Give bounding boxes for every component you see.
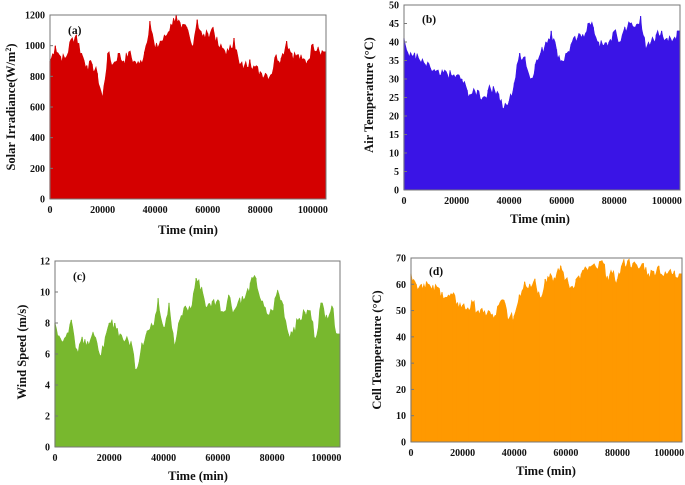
panel-c-ytick-label: 10 bbox=[40, 288, 50, 299]
panel-b-yticks: 0 5 10 15 20 25 30 35 40 45 50 bbox=[389, 1, 407, 197]
panel-c-ylabel: Wind Speed (m/s) bbox=[15, 305, 29, 400]
panel-a-xtick-label: 100000 bbox=[298, 205, 328, 216]
panel-c-xtick-label: 100000 bbox=[311, 453, 341, 464]
panel-b-ytick-label: 5 bbox=[394, 167, 399, 178]
panel-c-xtick-label: 20000 bbox=[97, 453, 122, 464]
panel-a-ytick-label: 200 bbox=[30, 164, 45, 175]
panel-a-xtick-label: 0 bbox=[48, 205, 53, 216]
panel-c: 0 2 4 6 8 10 12 0 20000 40000 60000 80000 100000 (c… bbox=[15, 257, 341, 484]
panel-b-ytick-label: 40 bbox=[389, 38, 399, 49]
panel-c-xtick-label: 40000 bbox=[151, 453, 176, 464]
panel-d-label: (d) bbox=[429, 266, 443, 278]
panel-d-ytick-label: 20 bbox=[396, 385, 406, 396]
panel-d-xtick-label: 40000 bbox=[502, 448, 527, 459]
panel-b-xtick-label: 20000 bbox=[444, 196, 469, 207]
panel-b-xtick-label: 80000 bbox=[602, 196, 627, 207]
panel-c-marks bbox=[54, 274, 341, 448]
panel-a: 0 200 400 600 800 1000 1200 0 20000 40000 60000 80… bbox=[4, 11, 328, 238]
panel-c-ytick-label: 12 bbox=[40, 257, 50, 268]
panel-b-ytick-label: 35 bbox=[389, 56, 399, 67]
panel-b: 0 5 10 15 20 25 30 35 40 45 50 0 20000 40000 60000 800… bbox=[362, 1, 682, 227]
panel-a-ytick-label: 400 bbox=[30, 133, 45, 144]
panel-d-ytick-label: 50 bbox=[396, 306, 406, 317]
panel-a-ylabel-main: Solar Irradiance(W/m bbox=[4, 51, 18, 170]
panel-c-xtick-label: 0 bbox=[53, 453, 58, 464]
panel-a-xtick-label: 20000 bbox=[90, 205, 115, 216]
panel-d-yticks: 0 10 20 30 40 50 60 70 bbox=[396, 254, 414, 449]
panel-c-yticks: 0 2 4 6 8 10 12 bbox=[40, 257, 58, 454]
panel-b-xtick-label: 60000 bbox=[549, 196, 574, 207]
panel-a-ytick-label: 0 bbox=[40, 195, 45, 206]
panel-d-xlabel: Time (min) bbox=[516, 464, 576, 478]
panel-a-xticks: 0 20000 40000 60000 80000 100000 bbox=[48, 205, 328, 216]
panel-b-label: (b) bbox=[422, 14, 436, 26]
panel-b-xticks: 0 20000 40000 60000 80000 100000 bbox=[402, 196, 682, 207]
panel-b-xlabel: Time (min) bbox=[510, 212, 570, 226]
panel-d-marks bbox=[410, 258, 683, 443]
panel-a-label: (a) bbox=[68, 25, 82, 37]
panel-b-ytick-label: 25 bbox=[389, 93, 399, 104]
panel-b-ytick-label: 30 bbox=[389, 75, 399, 86]
panel-a-xtick-label: 40000 bbox=[143, 205, 168, 216]
panel-d-area bbox=[410, 258, 683, 443]
panel-a-ytick-label: 600 bbox=[30, 103, 45, 114]
panel-d-xtick-label: 80000 bbox=[605, 448, 630, 459]
panel-d-ytick-label: 40 bbox=[396, 332, 406, 343]
panel-d-ytick-label: 60 bbox=[396, 280, 406, 291]
panel-c-ytick-label: 0 bbox=[45, 443, 50, 454]
panel-b-ytick-label: 0 bbox=[394, 186, 399, 197]
panel-a-ytick-label: 1000 bbox=[25, 41, 45, 52]
panel-b-xtick-label: 100000 bbox=[652, 196, 682, 207]
panel-d-ylabel: Cell Temperature (°C) bbox=[370, 290, 384, 409]
panel-c-ytick-label: 4 bbox=[45, 381, 50, 392]
panel-b-xtick-label: 0 bbox=[402, 196, 407, 207]
panel-b-ytick-label: 15 bbox=[389, 130, 399, 141]
panel-b-ytick-label: 45 bbox=[389, 19, 399, 30]
panel-d-frame bbox=[410, 257, 683, 443]
panel-c-xtick-label: 60000 bbox=[205, 453, 230, 464]
panel-b-ytick-label: 10 bbox=[389, 149, 399, 160]
panel-a-xtick-label: 80000 bbox=[248, 205, 273, 216]
panel-a-ytick-label: 1200 bbox=[25, 11, 45, 22]
panel-b-ytick-label: 20 bbox=[389, 112, 399, 123]
panel-c-ytick-label: 2 bbox=[45, 412, 50, 423]
panel-c-area bbox=[54, 274, 341, 448]
panel-d-xtick-label: 60000 bbox=[553, 448, 578, 459]
panel-d: 0 10 20 30 40 50 60 70 0 20000 40000 60000 80000 100… bbox=[370, 254, 684, 479]
panel-b-area bbox=[403, 16, 681, 191]
panel-a-ylabel: Solar Irradiance(W/m2) bbox=[4, 43, 18, 170]
panel-d-xticks: 0 20000 40000 60000 80000 100000 bbox=[409, 448, 685, 459]
panel-a-ytick-label: 800 bbox=[30, 72, 45, 83]
panel-c-xticks: 0 20000 40000 60000 80000 100000 bbox=[53, 453, 342, 464]
panel-a-ylabel-tail: ) bbox=[4, 43, 18, 47]
panel-d-ytick-label: 30 bbox=[396, 359, 406, 370]
panel-a-xtick-label: 60000 bbox=[195, 205, 220, 216]
panel-d-xtick-label: 0 bbox=[409, 448, 414, 459]
panel-a-yticks: 0 200 400 600 800 1000 1200 bbox=[25, 11, 53, 206]
panel-c-label: (c) bbox=[73, 271, 86, 283]
panel-c-ytick-label: 6 bbox=[45, 350, 50, 361]
panel-d-ytick-label: 70 bbox=[396, 254, 406, 265]
panel-b-marks bbox=[403, 16, 681, 191]
panel-a-marks bbox=[49, 14, 327, 200]
panel-a-area bbox=[49, 14, 327, 200]
panel-c-xlabel: Time (min) bbox=[168, 469, 228, 483]
panel-b-ytick-label: 50 bbox=[389, 1, 399, 12]
panel-c-ytick-label: 8 bbox=[45, 319, 50, 330]
panel-d-xtick-label: 100000 bbox=[654, 448, 684, 459]
panel-d-ytick-label: 0 bbox=[401, 438, 406, 449]
panel-b-xtick-label: 40000 bbox=[497, 196, 522, 207]
panel-a-xlabel: Time (min) bbox=[158, 223, 218, 237]
panel-c-xtick-label: 80000 bbox=[260, 453, 285, 464]
panel-b-ylabel: Air Temperature (°C) bbox=[362, 37, 376, 153]
panel-d-xtick-label: 20000 bbox=[450, 448, 475, 459]
panel-d-ytick-label: 10 bbox=[396, 411, 406, 422]
panel-a-ylabel-sup: 2 bbox=[4, 48, 13, 52]
